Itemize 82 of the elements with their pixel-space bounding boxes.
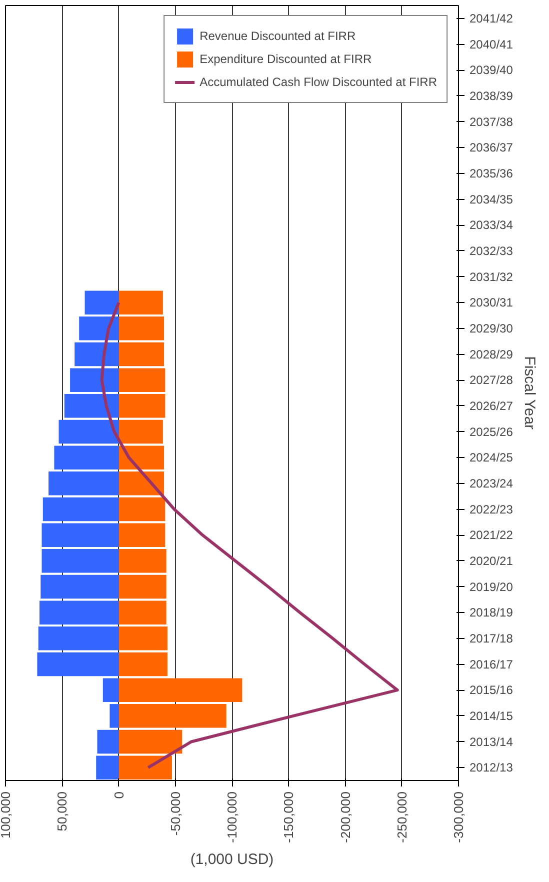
bar [58,420,119,444]
y-tick-label: 2034/35 [470,192,514,206]
bar [118,756,172,780]
y-tick-label: 2027/28 [470,373,514,388]
y-tick-label: 2021/22 [470,528,514,542]
bar [118,497,166,522]
bar [54,446,119,470]
bar [96,756,119,780]
bar [118,574,166,599]
y-tick-label: 2041/42 [470,11,514,26]
bar [97,730,119,754]
y-tick-label: 2028/29 [470,347,514,362]
legend-label: Expenditure Discounted at FIRR [200,52,372,66]
bar [74,342,119,366]
y-tick-label: 2024/25 [470,450,514,465]
y-tick-label: 2039/40 [470,63,514,78]
y-tick-label: 2033/34 [470,218,514,232]
legend-label: Accumulated Cash Flow Discounted at FIRR [200,75,437,89]
y-tick-label: 2031/32 [470,270,514,284]
y-tick-label: 2040/41 [470,37,514,52]
y-tick-label: 2022/23 [470,502,514,516]
x-tick-label: -300,000 [451,791,466,843]
bar [118,626,168,650]
bar [37,652,119,676]
y-tick-label: 2018/19 [470,606,514,620]
y-tick-label: 2013/14 [470,734,514,749]
bar [118,290,163,314]
y-tick-label: 2035/36 [470,166,514,180]
x-tick-label: -100,000 [224,791,240,843]
bar [64,394,119,418]
bar [118,523,166,547]
y-axis-title: Fiscal Year [520,356,538,430]
bar [38,626,119,650]
bar [118,549,166,573]
bar [118,678,242,702]
x-tick-label: -250,000 [394,791,410,843]
bar [118,652,168,676]
x-axis-title: (1,000 USD) [190,850,274,868]
bar [118,316,164,340]
y-tick-label: 2015/16 [470,683,514,698]
y-tick-label: 2029/30 [470,321,514,336]
x-tick-label: -50,000 [168,791,183,836]
bar [102,678,119,702]
bar [79,316,119,340]
bar [118,704,226,728]
y-tick-label: 2032/33 [470,244,514,258]
bar [42,549,119,573]
y-tick-label: 2023/24 [470,476,514,490]
legend-label: Revenue Discounted at FIRR [200,29,356,43]
bar [118,472,164,496]
y-tick-label: 2037/38 [470,114,514,129]
x-tick-label: 0 [111,791,126,799]
y-tick-label: 2012/13 [470,760,514,775]
bar [39,600,119,624]
y-tick-label: 2036/37 [470,140,514,155]
bar [70,368,119,392]
bar [110,704,119,728]
bar [42,497,119,522]
bar [118,600,166,624]
x-tick-label: -200,000 [338,791,353,843]
x-tick-label: -150,000 [281,791,296,843]
x-tick-label: 100,000 [0,791,13,838]
bar [118,342,164,366]
bar [118,394,166,418]
y-tick-label: 2020/21 [470,554,514,568]
y-tick-label: 2014/15 [470,708,514,723]
bar [42,523,119,547]
y-tick-label: 2038/39 [470,88,514,103]
y-tick-label: 2019/20 [470,580,514,594]
bar [118,730,182,754]
y-tick-label: 2025/26 [470,424,514,439]
y-tick-label: 2016/17 [470,657,514,672]
bar [118,446,164,470]
bar [118,420,163,444]
y-tick-label: 2030/31 [470,296,514,310]
y-tick-label: 2017/18 [470,631,514,646]
y-tick-label: 2026/27 [470,398,514,413]
x-tick-label: 50,000 [54,791,70,832]
bar [48,472,119,496]
bar [40,574,119,599]
bar [84,290,119,314]
bar [118,368,166,392]
